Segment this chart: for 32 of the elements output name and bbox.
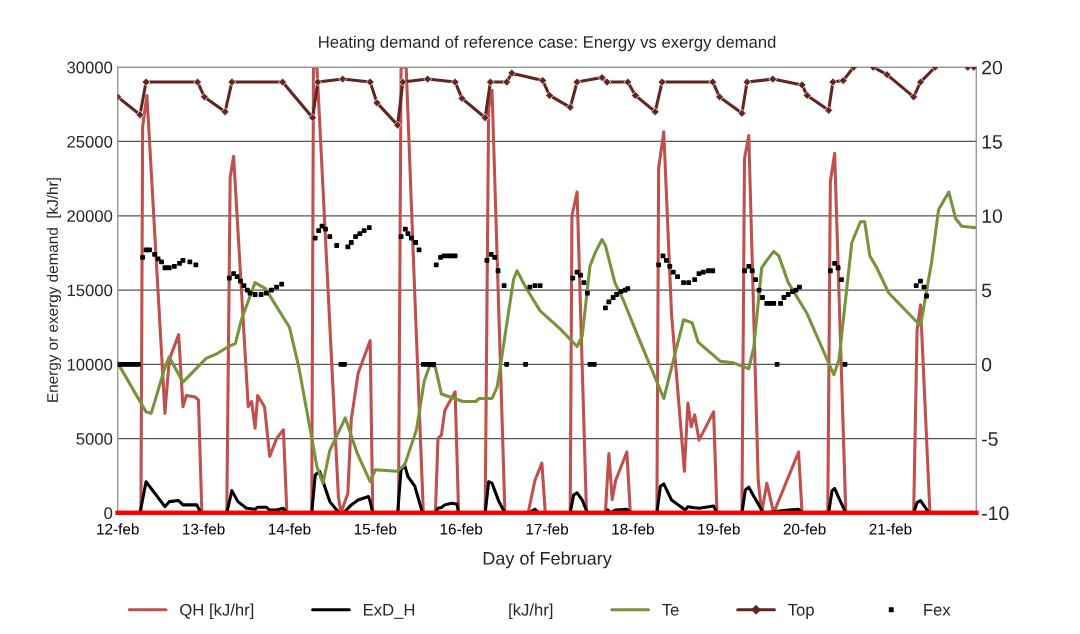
y-tick-label: 25000 <box>67 135 113 148</box>
x-tick-label: 21-feb <box>869 523 912 535</box>
x-tick-label: 16-feb <box>440 523 483 535</box>
legend-label: QH [kJ/hr] <box>180 603 254 619</box>
y2-tick-label: 5 <box>981 283 992 298</box>
x-tick-label: 20-feb <box>783 523 826 535</box>
y2-tick-label: 0 <box>981 357 992 372</box>
x-tick-label: 17-feb <box>526 523 569 535</box>
chart-title: Heating demand of reference case: Energy vs exergy demand <box>319 35 776 52</box>
legend-label: Top <box>788 604 814 619</box>
y-tick-label: 15000 <box>67 284 113 297</box>
y2-tick-label: 15 <box>982 135 1002 149</box>
y-tick-label: 10000 <box>67 358 113 371</box>
y-axis-title: Energy or exergy demand [kJ/hr] <box>46 178 61 402</box>
y2-tick-label: -5 <box>982 432 998 446</box>
y-tick-label: 20000 <box>67 210 113 222</box>
legend-label: Fex <box>924 604 951 616</box>
y2-tick-label: 10 <box>982 209 1003 224</box>
x-axis-title: Day of February <box>483 551 612 569</box>
legend-label: ExD_H [kJ/hr] <box>364 603 553 619</box>
x-tick-label: 14-feb <box>268 523 311 535</box>
y-tick-label: 30000 <box>67 61 113 74</box>
x-tick-label: 15-feb <box>354 523 397 535</box>
x-tick-label: 18-feb <box>612 523 654 535</box>
y-tick-label: 5000 <box>76 433 113 445</box>
x-tick-label: 19-feb <box>698 523 740 535</box>
y2-tick-label: -10 <box>982 506 1009 521</box>
y2-tick-label: 20 <box>982 60 1003 75</box>
x-tick-label: 13-feb <box>183 523 225 535</box>
legend-label: Te <box>662 604 679 616</box>
y-tick-label: 0 <box>104 507 113 520</box>
x-tick-label: 12-feb <box>97 523 139 535</box>
